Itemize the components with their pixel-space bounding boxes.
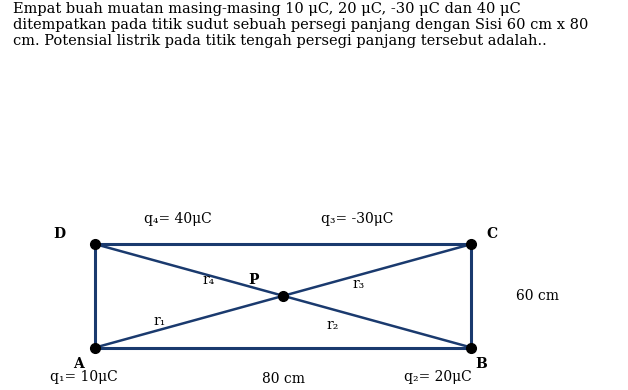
Text: 60 cm: 60 cm — [516, 289, 560, 303]
Text: Empat buah muatan masing-masing 10 μC, 20 μC, -30 μC dan 40 μC
ditempatkan pada : Empat buah muatan masing-masing 10 μC, 2… — [13, 2, 588, 48]
Text: q₂= 20μC: q₂= 20μC — [404, 370, 472, 383]
Text: q₄= 40μC: q₄= 40μC — [144, 212, 212, 226]
Text: r₁: r₁ — [153, 314, 165, 328]
Text: r₃: r₃ — [352, 277, 365, 291]
Text: 80 cm: 80 cm — [262, 372, 305, 386]
Text: B: B — [475, 357, 487, 371]
Text: C: C — [486, 227, 497, 241]
Text: q₁= 10μC: q₁= 10μC — [50, 370, 118, 383]
Text: q₃= -30μC: q₃= -30μC — [321, 212, 393, 226]
Text: D: D — [53, 227, 65, 241]
Text: P: P — [248, 273, 259, 287]
Text: r₂: r₂ — [326, 319, 338, 332]
Text: A: A — [73, 357, 84, 371]
Text: r₄: r₄ — [202, 273, 214, 287]
